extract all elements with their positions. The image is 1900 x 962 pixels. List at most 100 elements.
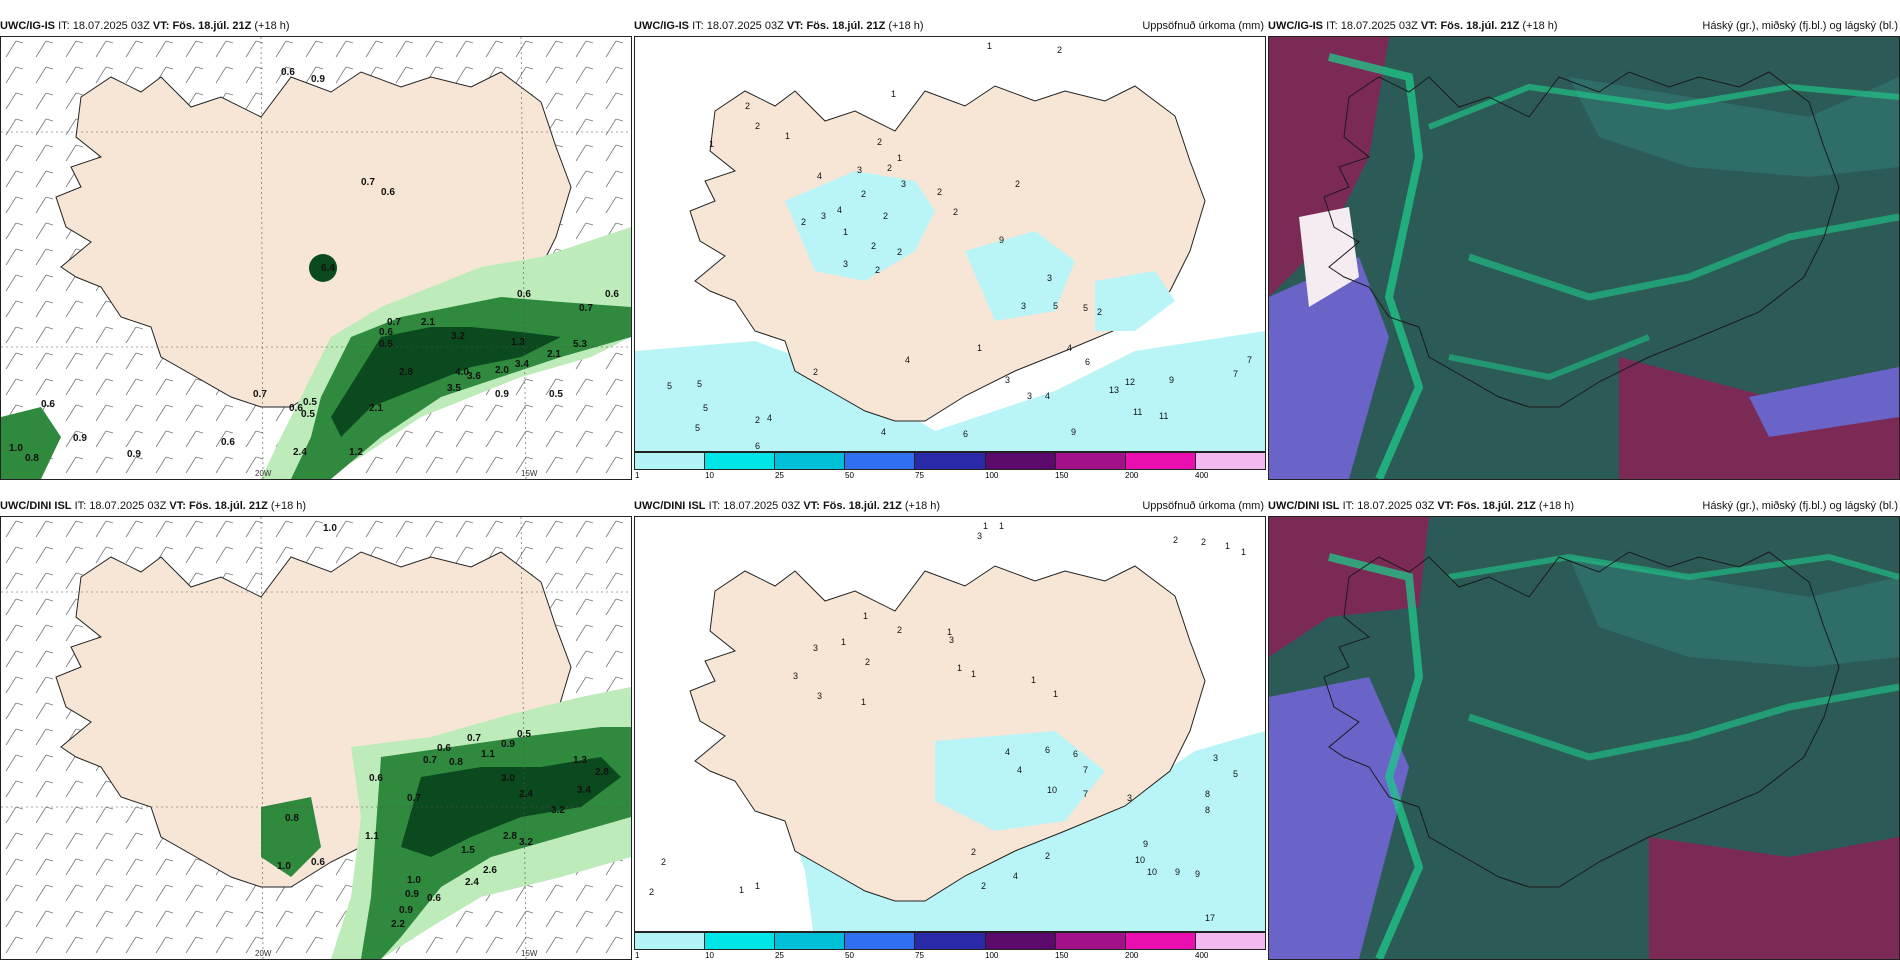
cloud-cover-map[interactable] [1268, 36, 1900, 480]
lon-label-15w: 15W [521, 469, 538, 478]
value-label: 2.8 [595, 767, 609, 778]
value-label: 6 [1073, 749, 1079, 759]
colorbar-tick-label: 400 [1195, 951, 1209, 960]
value-label: 0.7 [467, 733, 481, 744]
value-label: 10 [1135, 855, 1146, 865]
value-label: 3.0 [501, 773, 515, 784]
colorbar-tick-label: 400 [1195, 471, 1209, 480]
colorbar-segment [1125, 933, 1196, 949]
value-label: 4 [881, 427, 887, 437]
value-label: 3.2 [451, 331, 465, 342]
value-label: 1.1 [365, 831, 379, 842]
value-label: 5 [1233, 769, 1239, 779]
value-label: 0.6 [221, 437, 235, 448]
value-label: 1 [999, 521, 1005, 531]
value-label: 5.3 [573, 339, 587, 350]
value-label: 2 [981, 881, 987, 891]
value-label: 1 [1241, 547, 1247, 557]
value-label: 4 [767, 413, 773, 423]
value-label: 3 [813, 643, 819, 653]
colorbar-tick-label: 50 [845, 951, 854, 960]
value-label: 3 [857, 165, 863, 175]
value-label: 1 [971, 669, 977, 679]
map-canvas [1269, 517, 1899, 959]
land-precip [785, 171, 935, 281]
precip-core [331, 327, 561, 437]
value-label: 0.5 [301, 409, 315, 420]
value-label: 1 [709, 139, 715, 149]
value-label: 1 [947, 627, 953, 637]
value-label: 9 [1071, 427, 1077, 437]
colorbar-tick-label: 25 [775, 951, 784, 960]
panel-title: UWC/IG-IS IT: 18.07.2025 03Z VT: Fös. 18… [634, 20, 924, 32]
value-label: 1 [861, 697, 867, 707]
colorbar-tick-label: 75 [915, 471, 924, 480]
value-label: 1 [983, 521, 989, 531]
value-label: 1 [863, 611, 869, 621]
value-label: 5 [1053, 301, 1059, 311]
wind-precip-map[interactable]: 20W 15W 1.0 0.7 0.6 0.7 0.9 0.5 1.1 0.6 … [0, 516, 632, 960]
colorbar-segment [845, 453, 916, 469]
value-label: 1 [977, 343, 983, 353]
value-label: 5 [703, 403, 709, 413]
value-label: 3.4 [577, 785, 591, 796]
precip-accum-map[interactable]: 1 2 2 1 2 1 1 4 2 3 2 1 4 3 2 2 3 2 2 2 … [634, 36, 1266, 452]
value-label: 1.3 [511, 337, 525, 348]
colorbar-segment [705, 453, 776, 469]
value-label: 2.4 [293, 447, 307, 458]
colorbar-segment [1055, 453, 1126, 469]
colorbar-tick-label: 1 [635, 471, 640, 480]
value-label: 4 [837, 205, 843, 215]
value-label: 3 [817, 691, 823, 701]
map-canvas [1269, 37, 1899, 479]
colorbar-segment [985, 933, 1056, 949]
map-canvas [1, 517, 631, 959]
value-label: 11 [1159, 411, 1169, 421]
colorbar-tick-label: 1 [635, 951, 640, 960]
colorbar-tick-label: 10 [705, 471, 714, 480]
value-label: 6 [1085, 357, 1091, 367]
value-label: 17 [1205, 913, 1216, 923]
value-label: 1 [843, 227, 849, 237]
value-label: 0.5 [549, 389, 563, 400]
panel-top-right: UWC/IG-IS IT: 18.07.2025 03Z VT: Fös. 18… [1268, 16, 1900, 480]
colorbar-tick-label: 200 [1125, 951, 1139, 960]
value-label: 0.6 [41, 399, 55, 410]
value-label: 0.8 [25, 453, 39, 464]
value-label: 4 [1005, 747, 1011, 757]
colorbar [634, 452, 1266, 470]
value-label: 4.0 [455, 367, 469, 378]
value-label: 0.7 [407, 793, 421, 804]
value-label: 0.9 [399, 905, 413, 916]
panel-bottom-right: UWC/DINI ISL IT: 18.07.2025 03Z VT: Fös.… [1268, 496, 1900, 960]
value-label: 2.8 [503, 831, 517, 842]
value-label: 1 [739, 885, 745, 895]
value-label: 2 [861, 189, 867, 199]
value-label: 0.9 [501, 739, 515, 750]
wind-precip-map[interactable]: 20W 15W 0.6 0.9 0.7 0.6 6.4 0.6 0.7 0.6 … [0, 36, 632, 480]
precip-accum-map[interactable]: 1 3 1 2 2 1 1 1 2 1 1 3 2 3 3 1 3 1 1 1 … [634, 516, 1266, 932]
lon-label-20w: 20W [255, 949, 272, 958]
value-label: 4 [1013, 871, 1019, 881]
value-label: 2 [971, 847, 977, 857]
value-label: 0.9 [73, 433, 87, 444]
value-label: 3 [1027, 391, 1033, 401]
panel-top-middle: UWC/IG-IS IT: 18.07.2025 03Z VT: Fös. 18… [634, 16, 1266, 480]
value-label: 0.9 [405, 889, 419, 900]
value-label: 9 [1175, 867, 1181, 877]
value-label: 1 [1031, 675, 1037, 685]
panel-right-title: Uppsöfnuð úrkoma (mm) [1142, 20, 1264, 32]
value-label: 2.0 [495, 365, 509, 376]
cloud-cover-map[interactable] [1268, 516, 1900, 960]
colorbar-segment [1195, 453, 1265, 469]
panel-right-title: Háský (gr.), miðský (fj.bl.) og lágský (… [1702, 500, 1898, 512]
value-label: 2 [755, 415, 761, 425]
value-label: 1 [987, 41, 993, 51]
value-label: 0.5 [517, 729, 531, 740]
value-label: 2.1 [369, 403, 383, 414]
value-label: 3 [1021, 301, 1027, 311]
colorbar-segment [705, 933, 776, 949]
value-label: 1.0 [9, 443, 23, 454]
panel-title: UWC/IG-IS IT: 18.07.2025 03Z VT: Fös. 18… [0, 20, 290, 32]
iceland-landmass [689, 85, 1206, 422]
